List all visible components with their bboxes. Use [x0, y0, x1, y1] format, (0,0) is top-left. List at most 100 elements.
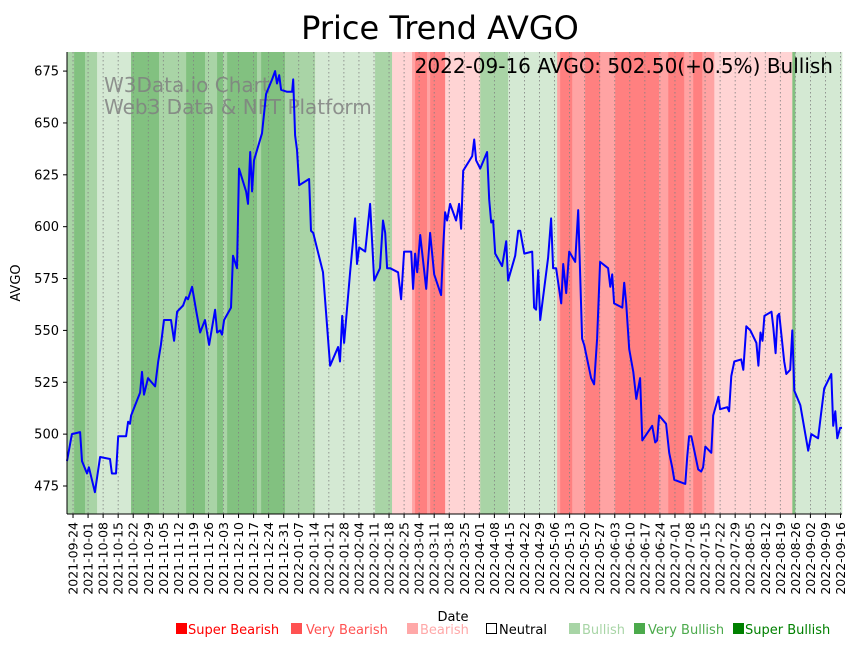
sentiment-band — [659, 52, 669, 514]
sentiment-band — [131, 52, 160, 514]
sentiment-bands — [67, 52, 843, 514]
x-tick-label: 2022-01-07 — [291, 522, 306, 595]
y-tick-label: 675 — [34, 65, 59, 80]
x-tick-label: 2021-11-12 — [171, 522, 186, 595]
x-tick-label: 2022-02-25 — [397, 522, 412, 595]
x-tick-label: 2022-07-01 — [667, 522, 682, 595]
x-tick-label: 2022-03-04 — [412, 522, 427, 595]
sentiment-band — [714, 52, 793, 514]
x-tick-label: 2021-12-31 — [276, 522, 291, 595]
sentiment-band — [97, 52, 132, 514]
sentiment-band — [572, 52, 586, 514]
x-tick-label: 2022-06-10 — [622, 522, 637, 595]
x-tick-label: 2021-10-08 — [96, 522, 111, 595]
x-tick-label: 2022-01-21 — [321, 522, 336, 595]
x-tick-label: 2022-06-03 — [607, 522, 622, 595]
price-annotation: 2022-09-16 AVGO: 502.50(+0.5%) Bullish — [415, 54, 833, 78]
sentiment-band — [375, 52, 393, 514]
sentiment-band — [668, 52, 685, 514]
sentiment-band — [205, 52, 218, 514]
sentiment-band — [159, 52, 181, 514]
sentiment-band — [186, 52, 206, 514]
legend-label: Super Bullish — [745, 623, 830, 638]
legend-item: Very Bearish — [291, 623, 388, 638]
x-tick-label: 2021-10-29 — [141, 522, 156, 595]
sentiment-band — [702, 52, 715, 514]
sentiment-band — [795, 52, 843, 514]
y-tick-label: 625 — [34, 168, 59, 183]
legend-swatch — [176, 623, 187, 634]
sentiment-band — [85, 52, 98, 514]
y-tick-label: 525 — [34, 376, 59, 391]
y-tick-label: 600 — [34, 220, 59, 235]
legend-swatch — [486, 623, 497, 634]
x-tick-label: 2022-08-12 — [758, 522, 773, 595]
x-tick-label: 2021-12-10 — [231, 522, 246, 595]
sentiment-band — [223, 52, 228, 514]
y-tick-label: 650 — [34, 116, 59, 131]
sentiment-band — [261, 52, 286, 514]
sentiment-band — [74, 52, 86, 514]
watermark-line-1: W3Data.io Chart — [104, 73, 270, 97]
x-tick-label: 2021-12-24 — [261, 522, 276, 595]
legend-label: Bearish — [420, 623, 469, 638]
x-tick-label: 2022-09-16 — [833, 522, 848, 595]
sentiment-band — [600, 52, 616, 514]
sentiment-band — [284, 52, 316, 514]
x-tick-label: 2022-09-09 — [818, 522, 833, 595]
x-tick-label: 2022-08-05 — [743, 522, 758, 595]
sentiment-band — [693, 52, 703, 514]
x-tick-label: 2022-07-15 — [698, 522, 713, 595]
legend-swatch — [569, 623, 580, 634]
x-tick-label: 2021-10-15 — [111, 522, 126, 595]
legend: Super Bearish Very Bearish Bearish Neutral B… — [176, 623, 830, 638]
y-tick-label: 550 — [34, 324, 59, 339]
x-tick-label: 2022-07-08 — [683, 522, 698, 595]
sentiment-band — [315, 52, 376, 514]
legend-swatch — [291, 623, 302, 634]
x-tick-label: 2022-02-11 — [366, 522, 381, 595]
legend-item: Very Bullish — [634, 623, 724, 638]
x-tick-label: 2022-04-22 — [517, 522, 532, 595]
x-tick-label: 2021-09-24 — [66, 522, 81, 595]
legend-label: Very Bullish — [648, 623, 724, 638]
sentiment-band — [217, 52, 224, 514]
x-tick-label: 2022-01-14 — [306, 522, 321, 595]
legend-label: Neutral — [499, 623, 547, 638]
sentiment-band — [257, 52, 262, 514]
x-tick-label: 2022-03-18 — [442, 522, 457, 595]
sentiment-band — [445, 52, 481, 514]
x-tick-label: 2021-12-17 — [246, 522, 261, 595]
x-tick-label: 2022-04-08 — [487, 522, 502, 595]
x-tick-label: 2021-11-05 — [156, 522, 171, 595]
axes: 2021-09-24 2021-10-01 2021-10-08 2021-10-15… — [34, 52, 848, 595]
sentiment-band — [67, 52, 75, 514]
x-tick-label: 2022-07-29 — [728, 522, 743, 595]
chart-title: Price Trend AVGO — [301, 9, 579, 47]
sentiment-band — [615, 52, 660, 514]
x-axis-label: Date — [437, 610, 468, 625]
x-tick-label: 2022-08-19 — [773, 522, 788, 595]
sentiment-band — [180, 52, 187, 514]
watermark-line-2: Web3 Data & NFT Platform — [104, 95, 372, 119]
legend-swatch — [407, 623, 418, 634]
legend-label: Very Bearish — [306, 623, 388, 638]
x-tick-label: 2021-12-03 — [216, 522, 231, 595]
x-tick-label: 2022-05-27 — [592, 522, 607, 595]
y-tick-label: 500 — [34, 428, 59, 443]
x-tick-label: 2022-03-25 — [457, 522, 472, 595]
y-tick-label: 575 — [34, 272, 59, 287]
legend-item: Super Bullish — [733, 623, 830, 638]
x-tick-label: 2022-06-17 — [637, 522, 652, 595]
x-tick-label: 2022-02-04 — [351, 522, 366, 595]
x-tick-label: 2022-05-13 — [562, 522, 577, 595]
x-tick-label: 2022-04-29 — [532, 522, 547, 595]
legend-swatch — [634, 623, 645, 634]
x-tick-label: 2021-11-26 — [201, 522, 216, 595]
legend-swatch — [733, 623, 744, 634]
sentiment-band — [684, 52, 694, 514]
x-tick-label: 2022-06-24 — [652, 522, 667, 595]
x-tick-label: 2022-09-02 — [803, 522, 818, 595]
x-tick-label: 2022-01-28 — [336, 522, 351, 595]
